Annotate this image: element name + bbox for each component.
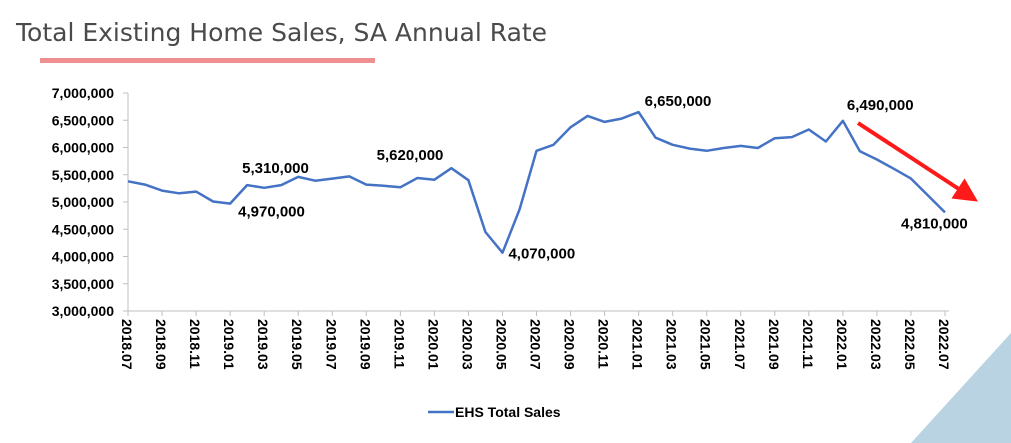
corner-decoration [911, 333, 1011, 443]
y-tick-label: 5,500,000 [52, 167, 114, 183]
x-tick-label: 2022.03 [868, 319, 884, 370]
data-label: 5,310,000 [242, 160, 309, 177]
x-tick-label: 2021.01 [630, 319, 646, 370]
y-tick-label: 4,000,000 [52, 249, 114, 265]
x-tick-label: 2021.03 [664, 319, 680, 370]
x-tick-label: 2020.09 [562, 319, 578, 370]
y-tick-label: 6,000,000 [52, 140, 114, 156]
x-tick-label: 2021.07 [732, 319, 748, 370]
x-tick-label: 2021.05 [698, 319, 714, 370]
data-label: 4,070,000 [508, 246, 575, 263]
data-label: 6,490,000 [847, 97, 914, 114]
y-tick-label: 5,000,000 [52, 194, 114, 210]
data-label: 4,810,000 [901, 215, 968, 232]
series-line-ehs-total-sales [127, 110, 946, 254]
x-tick-label: 2019.09 [357, 319, 373, 370]
x-tick-label: 2019.01 [221, 319, 237, 370]
x-tick-label: 2020.11 [596, 319, 612, 369]
x-tick-label: 2021.11 [800, 319, 816, 369]
x-tick-label: 2019.07 [323, 319, 339, 370]
x-tick-label: 2019.05 [289, 319, 305, 370]
x-tick-label: 2022.01 [834, 319, 850, 370]
data-label: 5,620,000 [377, 147, 444, 164]
x-tick-label: 2020.05 [493, 319, 509, 370]
legend-label: EHS Total Sales [455, 404, 561, 420]
y-tick-label: 3,000,000 [52, 303, 114, 319]
x-tick-label: 2021.09 [766, 319, 782, 370]
x-tick-label: 2018.07 [119, 319, 135, 370]
x-tick-label: 2020.07 [528, 319, 544, 370]
series-layer [127, 110, 946, 254]
y-tick-label: 4,500,000 [52, 221, 114, 237]
trend-arrow [856, 121, 979, 202]
x-tick-label: 2018.09 [153, 319, 169, 370]
legend: EHS Total Sales [428, 404, 561, 420]
data-label: 4,970,000 [238, 204, 305, 221]
x-tick-label: 2020.01 [425, 319, 441, 370]
annotations: 4,970,000 5,310,000 5,620,000 4,070,000 6,65… [238, 93, 968, 263]
x-tick-label: 2022.05 [902, 319, 918, 370]
x-tick-label: 2020.03 [459, 319, 475, 370]
x-tick-label: 2019.03 [255, 319, 271, 370]
y-tick-label: 6,500,000 [52, 112, 114, 128]
title-underline [40, 58, 375, 63]
data-label: 6,650,000 [645, 93, 712, 110]
x-tick-label: 2018.11 [187, 319, 203, 369]
y-tick-label: 7,000,000 [52, 85, 114, 101]
x-tick-label: 2022.07 [936, 319, 952, 370]
chart-title: Total Existing Home Sales, SA Annual Rat… [16, 18, 548, 47]
y-tick-label: 3,500,000 [52, 276, 114, 292]
y-axis: 3,000,000 3,500,000 4,000,000 4,500,000 5,00… [52, 85, 129, 319]
x-axis: 2018.07 2018.09 2018.11 2019.01 2019.03 2019.… [119, 310, 952, 370]
x-tick-label: 2019.11 [391, 319, 407, 369]
